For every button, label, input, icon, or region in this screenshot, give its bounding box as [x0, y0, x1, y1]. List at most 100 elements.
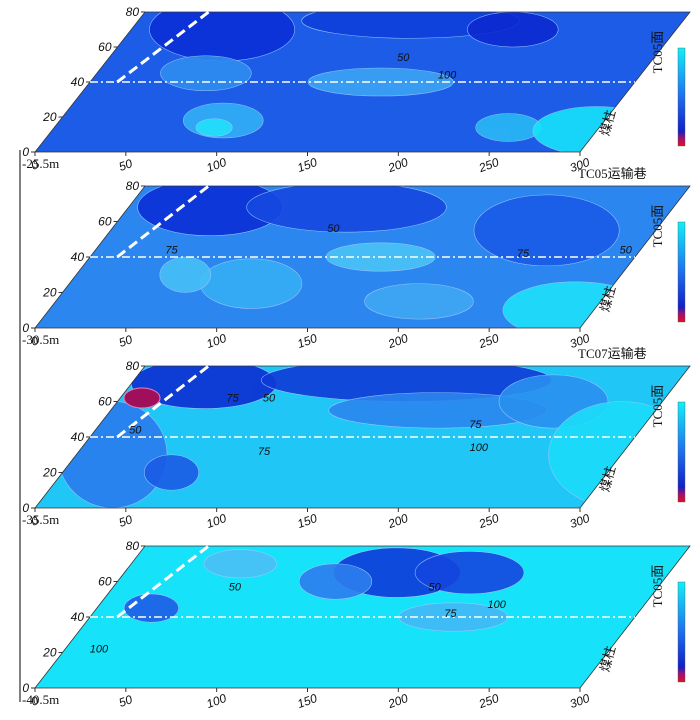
x-tick-label: 0 [29, 693, 40, 709]
contour-label: 100 [438, 70, 457, 82]
contour-region [475, 113, 542, 142]
contour-label: 50 [129, 424, 142, 436]
contour-label: 50 [327, 223, 340, 235]
y-tick-label: 20 [42, 646, 57, 660]
contour-map [35, 186, 690, 328]
y-tick-label: 60 [98, 575, 112, 589]
y-tick-label: 80 [126, 5, 140, 19]
contour-region [298, 563, 373, 600]
y-tick-label: 60 [98, 215, 112, 229]
contour-region [160, 55, 252, 92]
y-tick-label: 80 [126, 539, 140, 553]
contour-label: 75 [258, 446, 271, 458]
x-tick-label: 0 [29, 333, 40, 349]
face-label: TC05面 [650, 385, 665, 428]
x-tick-label: 150 [295, 155, 319, 175]
x-tick-label: 100 [205, 155, 229, 175]
y-tick-label: 20 [42, 286, 57, 300]
contour-label: 50 [229, 581, 242, 593]
pillar-label: 煤柱 [597, 108, 618, 137]
colorbar [677, 47, 686, 147]
x-tick-label: 200 [385, 511, 410, 531]
contour-label: 100 [470, 442, 489, 454]
face-label: TC05面 [650, 205, 665, 248]
pillar-label: 煤柱 [597, 644, 618, 673]
x-tick-label: 150 [295, 511, 319, 531]
contour-region [159, 256, 211, 293]
x-tick-label: 50 [117, 692, 135, 710]
y-tick-label: 20 [42, 466, 57, 480]
x-tick-label: 50 [117, 332, 135, 350]
x-tick-label: 300 [568, 155, 592, 175]
face-label: TC05面 [650, 565, 665, 608]
x-tick-label: 250 [476, 155, 501, 175]
y-tick-label: 80 [126, 179, 140, 193]
contour-label: 50 [429, 581, 442, 593]
depth-label: -30.5m [22, 332, 59, 347]
x-tick-label: 100 [205, 691, 229, 711]
contour-label: 50 [397, 52, 410, 64]
x-tick-label: 50 [117, 156, 135, 174]
x-tick-label: 250 [476, 511, 501, 531]
x-tick-label: 0 [29, 513, 40, 529]
x-tick-label: 250 [476, 331, 501, 351]
contour-label: 75 [517, 248, 530, 260]
slant-line [116, 544, 210, 619]
y-tick-label: 0 [22, 501, 29, 515]
contour-region [473, 194, 620, 267]
contour-region [57, 401, 168, 508]
y-tick-label: 80 [126, 359, 140, 373]
contour-region [123, 593, 179, 623]
contour-region [364, 283, 474, 320]
y-tick-label: 40 [71, 430, 85, 444]
face-label: TC05面 [650, 31, 665, 74]
x-tick-label: 200 [385, 155, 410, 175]
y-tick-label: 40 [71, 610, 85, 624]
contour-label: 100 [487, 599, 506, 611]
depth-label: -40.5m [22, 692, 59, 707]
anomaly [123, 387, 161, 409]
pillar-label: 煤柱 [597, 464, 618, 493]
contour-label: 50 [620, 244, 633, 256]
colorbar [677, 221, 686, 323]
x-tick-label: 100 [205, 511, 229, 531]
x-tick-label: 150 [295, 331, 319, 351]
contour-label: 50 [263, 393, 276, 405]
contour-region [195, 118, 233, 137]
contour-label: 100 [90, 644, 109, 656]
contour-region [203, 549, 277, 579]
contour-region [414, 551, 525, 595]
roadway-label: TC07运输巷 [578, 346, 647, 361]
x-tick-label: 150 [295, 691, 319, 711]
y-tick-label: 20 [42, 110, 57, 124]
x-tick-label: 200 [385, 691, 410, 711]
y-tick-label: 60 [98, 395, 112, 409]
contour-region [199, 258, 303, 309]
contour-label: 75 [444, 608, 457, 620]
y-tick-label: 40 [71, 250, 85, 264]
x-tick-label: 100 [205, 331, 229, 351]
contour-label: 75 [469, 419, 482, 431]
x-tick-label: 50 [117, 512, 135, 530]
depth-label: -35.5m [22, 512, 59, 527]
contour-region [149, 12, 296, 62]
contour-label: 75 [227, 393, 240, 405]
roadway-label: TC05运输巷 [578, 166, 647, 181]
contour-region [143, 454, 200, 491]
x-tick-label: 300 [568, 691, 592, 711]
x-tick-label: 250 [476, 691, 501, 711]
y-tick-label: 0 [22, 681, 29, 695]
x-tick-label: 300 [568, 511, 592, 531]
x-tick-label: 300 [568, 331, 592, 351]
contour-region [502, 281, 649, 328]
slant-line [116, 364, 210, 439]
contour-label: 75 [165, 244, 178, 256]
x-tick-label: 0 [29, 157, 40, 173]
slant-line [116, 184, 210, 259]
pillar-label: 煤柱 [597, 284, 618, 313]
y-tick-label: 0 [22, 321, 29, 335]
y-tick-label: 40 [71, 75, 85, 89]
slant-line [116, 10, 210, 84]
contour-region [467, 12, 559, 48]
